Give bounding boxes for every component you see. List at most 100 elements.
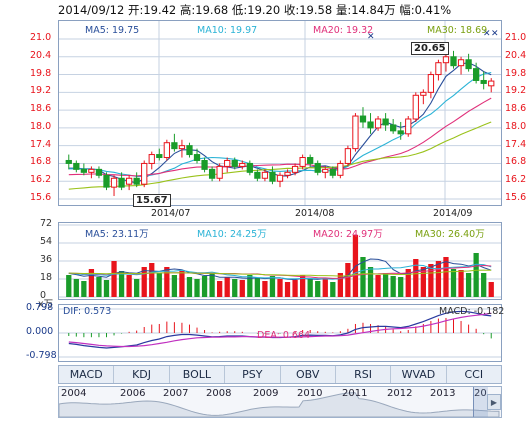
tab-wvad[interactable]: WVAD — [391, 366, 447, 383]
tab-rsi[interactable]: RSI — [336, 366, 392, 383]
ma10-line — [68, 71, 492, 178]
candle-body — [118, 177, 125, 188]
macd-dif-legend: DIF: 0.573 — [63, 306, 112, 317]
candle-body — [216, 165, 223, 179]
volume-bar — [360, 257, 366, 297]
candle-body — [397, 130, 404, 135]
volume-bar — [103, 280, 110, 297]
candle-body — [148, 154, 155, 164]
volume-bar — [465, 273, 472, 297]
volume-unit: x万 — [38, 299, 54, 310]
price-y-right-tick-label: 17.4 — [505, 138, 527, 150]
candle-body — [88, 168, 95, 173]
volume-bar — [88, 269, 95, 297]
tab-kdj[interactable]: KDJ — [114, 366, 170, 383]
volume-panel[interactable]: MA5: 23.11万 MA10: 24.25万 MA20: 24.97万 MA… — [58, 222, 502, 300]
candle-body — [239, 162, 246, 167]
volume-bar — [194, 279, 200, 297]
macd-panel[interactable]: DIF: 0.573 DEA: 0.664 MACD: -0.182 — [58, 304, 504, 362]
volume-bar — [284, 282, 291, 297]
volume-bar — [443, 257, 449, 297]
volume-bar — [171, 275, 178, 297]
volume-bar — [330, 282, 336, 297]
header-volume: 14.84万 — [351, 3, 396, 17]
candle-body — [80, 168, 87, 173]
volume-bar — [322, 278, 328, 297]
volume-bar — [254, 278, 261, 297]
price-y-left-tick-label: 20.4 — [30, 49, 52, 61]
volume-ma10-legend: MA10: 24.25万 — [197, 229, 267, 240]
header-close-label: 收: — [283, 3, 300, 17]
candle-body — [125, 177, 133, 185]
candle-body — [171, 142, 178, 150]
price-y-right-tick-label: 15.6 — [505, 192, 527, 203]
indicator-tabs: MACD KDJ BOLL PSY OBV RSI WVAD CCI — [58, 365, 502, 384]
tab-psy[interactable]: PSY — [225, 366, 281, 383]
candle-body — [314, 162, 321, 173]
tab-cci[interactable]: CCI — [464, 368, 484, 381]
volume-bar — [488, 282, 494, 297]
volume-ma-line — [68, 263, 492, 280]
timeline-navigator[interactable]: 2004 2006 2007 2008 2009 2010 2011 2012 … — [58, 386, 502, 418]
volume-ma20-legend: MA20: 24.97万 — [313, 229, 383, 240]
volume-ma30-legend: MA30: 26.40万 — [415, 229, 485, 240]
volume-bar — [405, 269, 411, 297]
price-y-right-tick-label: 18.6 — [505, 103, 527, 115]
volume-bar — [413, 259, 419, 297]
volume-bar — [149, 263, 155, 297]
candle-body — [435, 62, 442, 76]
candle-body — [291, 165, 299, 173]
ma20-line — [68, 97, 492, 177]
volume-y-tick-label: 36 — [40, 254, 53, 265]
volume-bar — [481, 273, 487, 297]
volume-bar — [450, 269, 457, 297]
price-chart: ✕ ✕ ✕ — [59, 21, 501, 205]
candle-body — [307, 157, 314, 164]
volume-bar — [111, 261, 117, 297]
volume-bar — [186, 277, 193, 297]
price-y-left-tick-label: 19.8 — [30, 67, 52, 79]
volume-bar — [239, 280, 245, 297]
volume-bar — [382, 273, 389, 297]
tab-obv[interactable]: OBV — [281, 366, 336, 383]
candle-body — [374, 118, 382, 129]
header-high-label: 高: — [179, 3, 196, 17]
candle-body — [337, 162, 344, 176]
quote-header: 2014/09/12 开:19.42 高:19.68 低:19.20 收:19.… — [58, 2, 451, 18]
volume-bar — [247, 275, 253, 297]
macd-y-tick-label: 0.000 — [26, 326, 54, 337]
candle-body — [133, 177, 140, 185]
candle-body — [163, 142, 170, 159]
header-volume-label: 量: — [335, 3, 352, 17]
candle-body — [186, 145, 193, 156]
high-callout: 20.65 — [411, 42, 449, 55]
volume-bar — [66, 275, 72, 297]
timeline-year: 2012 — [387, 388, 413, 399]
volume-ma5-legend: MA5: 23.11万 — [85, 229, 149, 240]
timeline-window-handle[interactable] — [473, 387, 488, 417]
x-tick-2014-07: 2014/07 — [151, 208, 191, 219]
candle-body — [405, 118, 412, 135]
volume-bar — [81, 281, 87, 297]
price-y-right-tick-label: 19.2 — [505, 85, 527, 97]
tab-macd[interactable]: MACD — [59, 366, 115, 383]
timeline-year: 2006 — [120, 388, 146, 399]
price-y-right-tick-label: 19.8 — [505, 67, 527, 79]
candle-body — [103, 174, 110, 188]
price-y-right-tick-label: 20.4 — [505, 49, 527, 61]
candle-body — [276, 174, 284, 182]
candle-body — [442, 56, 450, 64]
candle-body — [488, 80, 495, 87]
timeline-year: 2007 — [163, 388, 189, 399]
scroll-right-button[interactable]: ▶ — [487, 394, 501, 410]
candle-body — [382, 118, 389, 126]
macd-dea-legend: DEA: 0.664 — [257, 330, 311, 341]
timeline-year: 2011 — [342, 388, 368, 399]
price-panel[interactable]: ✕ ✕ ✕ MA5: 19.75 MA10: 19.97 MA20: 19.32 M… — [58, 20, 502, 219]
volume-bar — [428, 264, 434, 297]
tab-boll[interactable]: BOLL — [170, 366, 226, 383]
candle-body — [95, 168, 103, 176]
candle-body — [359, 115, 367, 123]
price-y-right-tick-label: 18.0 — [505, 120, 527, 132]
candle-body — [141, 162, 148, 185]
